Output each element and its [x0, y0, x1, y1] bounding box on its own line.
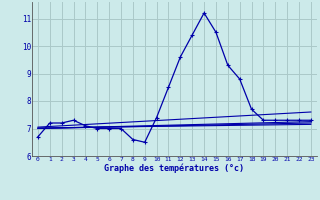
X-axis label: Graphe des températures (°c): Graphe des températures (°c) — [104, 163, 244, 173]
